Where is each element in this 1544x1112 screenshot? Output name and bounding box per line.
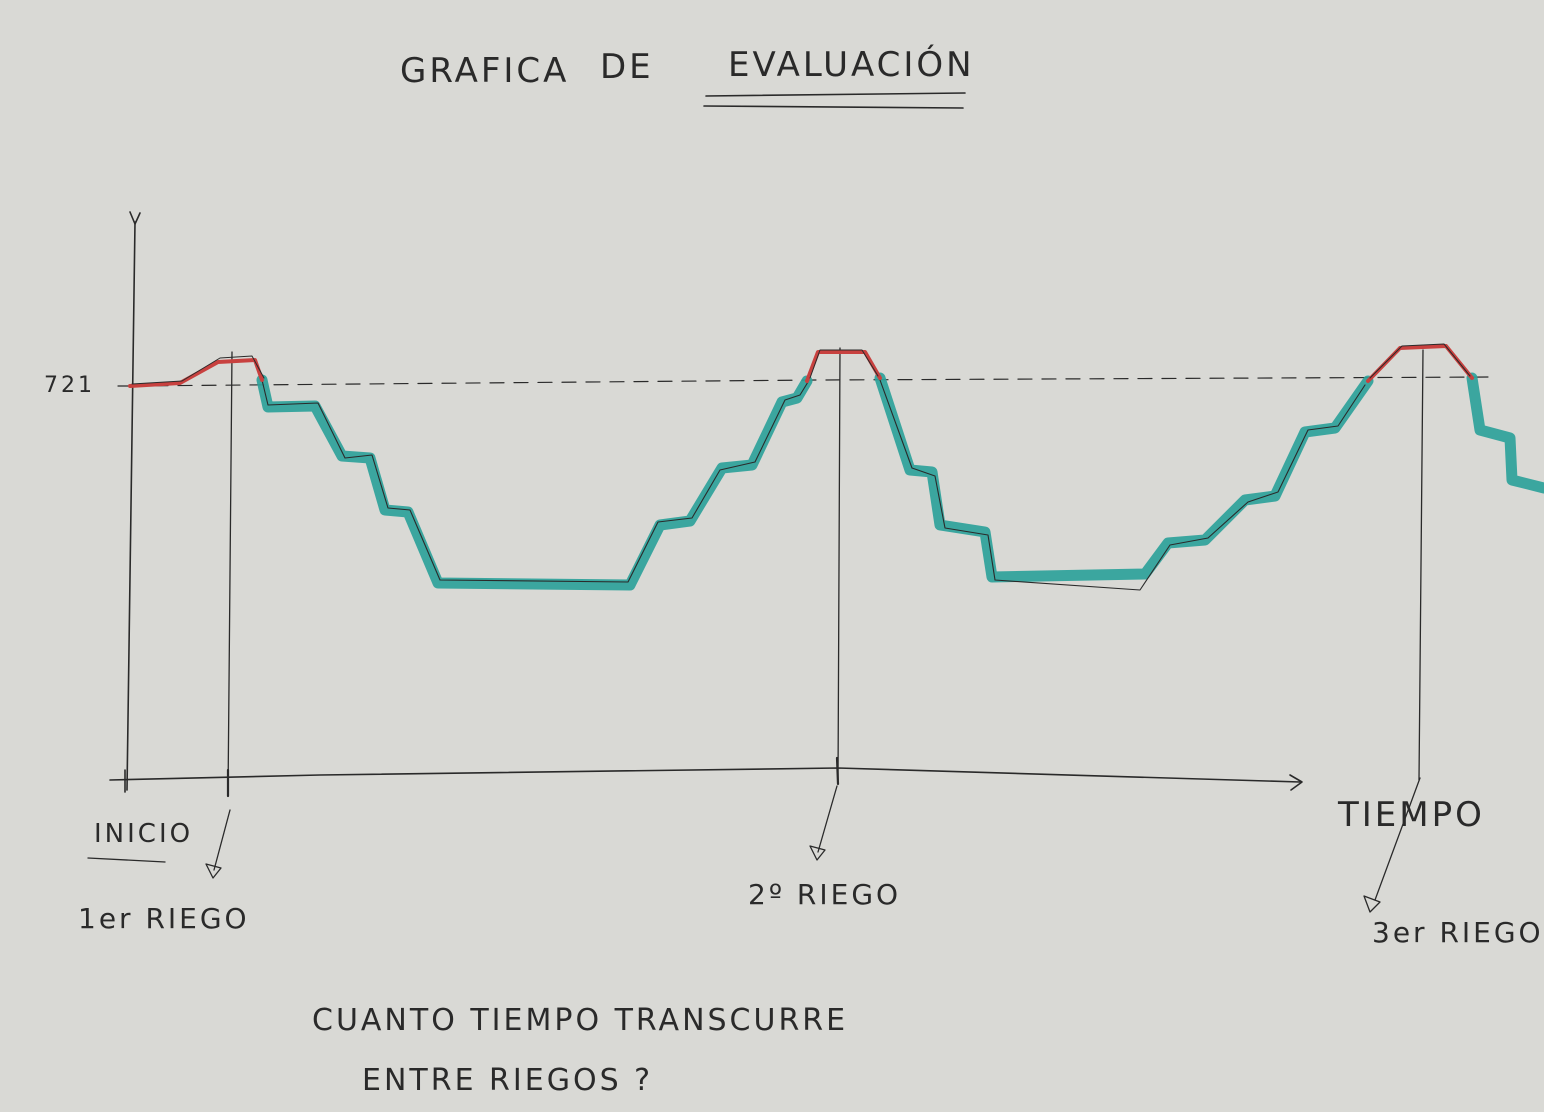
riego-3-label: 3er RIEGO <box>1372 916 1544 949</box>
curve-segment-above-3 <box>1366 344 1474 383</box>
question-line-1: CUANTO TIEMPO TRANSCURRE <box>312 1003 848 1038</box>
riego-3-line <box>1418 349 1424 781</box>
riego-3-pointer <box>1374 777 1421 901</box>
curve-ink-red-2 <box>809 349 879 379</box>
diagram-title: GRAFICA DE EVALUACIÓN <box>400 44 975 109</box>
riego-2-tick <box>835 756 840 786</box>
y-tick-label: 721 <box>44 373 95 398</box>
curve-segment-below-1 <box>256 374 813 591</box>
riego-1-pointer <box>213 809 231 871</box>
riego-3-pointer-arrow <box>1363 895 1381 913</box>
y-axis <box>126 221 136 791</box>
riego-2-pointer <box>817 785 838 853</box>
question: CUANTO TIEMPO TRANSCURRE ENTRE RIEGOS ? <box>312 1003 848 1098</box>
riego-1-line <box>227 351 233 797</box>
title-underline-2 <box>703 105 964 109</box>
curve-ink-1 <box>261 379 809 583</box>
x-axis-arrow <box>1289 774 1303 791</box>
x-axis <box>109 767 1301 783</box>
question-line-2: ENTRE RIEGOS ? <box>362 1063 653 1098</box>
curve-segment-above-2 <box>805 350 882 383</box>
soil-moisture-curve <box>128 343 1544 591</box>
riego-1-label: 1er RIEGO <box>78 902 250 935</box>
riego-2-pointer-arrow <box>809 845 826 861</box>
start-label: INICIO <box>94 819 193 849</box>
irrigation-markers <box>226 347 1424 798</box>
title-underline-1 <box>705 92 966 97</box>
threshold-line <box>129 376 1496 387</box>
start-underline <box>87 857 166 863</box>
riego-1-pointer-arrow <box>205 863 222 879</box>
curve-segment-below-3 <box>1466 372 1544 494</box>
curve-segment-below-2 <box>874 372 1374 583</box>
x-axis-label: TIEMPO <box>1337 795 1485 835</box>
y-axis-arrow <box>129 211 141 225</box>
title-word-de: DE <box>600 47 654 87</box>
curve-ink-red-3 <box>1369 343 1471 379</box>
title-word-evaluacion: EVALUACIÓN <box>728 44 975 85</box>
curve-ink-2 <box>879 379 1366 591</box>
riego-2-label: 2º RIEGO <box>748 878 901 911</box>
title-word-grafica: GRAFICA <box>400 51 569 91</box>
axes: 721 <box>44 211 1303 793</box>
x-axis-labels: TIEMPO INICIO 1er RIEGO 2º RIEGO 3er RIE… <box>78 777 1544 949</box>
riego-2-line <box>837 347 841 785</box>
curve-ink-red-1 <box>131 355 265 385</box>
